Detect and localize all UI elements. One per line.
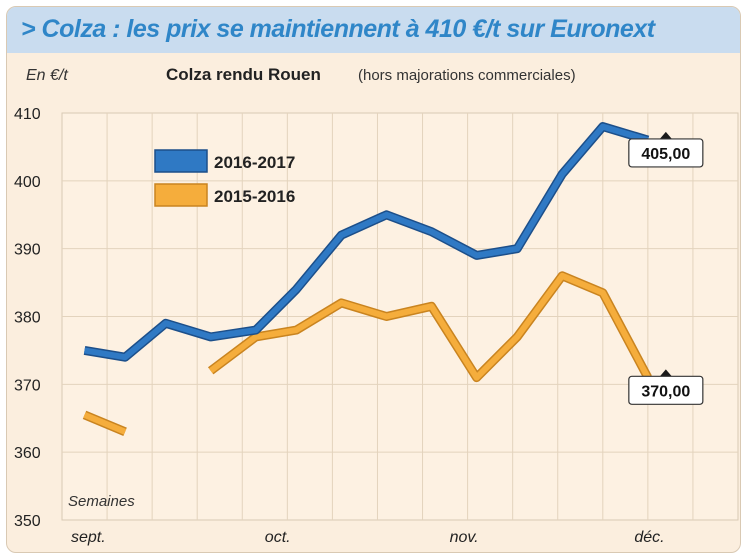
series-line [208,272,651,381]
y-tick-label: 350 [14,513,41,530]
month-label: sept. [71,529,106,546]
chart-title: Colza rendu Rouen [166,65,321,84]
y-tick-label: 400 [14,174,41,191]
callout-box [628,138,704,168]
callout-label: 405,00 [641,146,690,163]
series-line [84,123,649,361]
callout-pointer [659,369,672,377]
y-tick-labels: 350 360 370 380 390 400 410 [14,106,41,530]
horizontal-gridlines [62,180,738,453]
y-axis-label: En €/t [26,67,68,84]
legend-swatch [154,149,208,173]
y-tick-label: 380 [14,310,41,327]
legend-swatch [154,183,208,207]
headline-bar: > Colza : les prix se maintiennent à 410… [7,7,740,53]
series-layer [82,122,652,436]
month-label: nov. [450,529,479,546]
y-tick-label: 390 [14,242,41,259]
callout-label: 370,00 [641,383,690,400]
y-tick-label: 360 [14,445,41,462]
annotations: 405,00 370,00 [628,131,704,405]
month-label: déc. [634,529,664,546]
callout-pointer [659,131,672,139]
chart-subtitle: (hors majorations commerciales) [358,67,576,84]
legend: 2016-2017 2015-2016 [154,149,295,207]
y-tick-label: 370 [14,377,41,394]
y-tick-label: 410 [14,106,41,123]
month-labels: sept. oct. nov. déc. [71,529,665,546]
month-label: oct. [265,529,291,546]
legend-label: 2015-2016 [214,187,295,206]
series-line [83,412,127,435]
headline: > Colza : les prix se maintiennent à 410… [21,15,655,43]
legend-label: 2016-2017 [214,153,295,172]
x-axis-label: Semaines [68,493,135,510]
callout-box [628,375,704,405]
